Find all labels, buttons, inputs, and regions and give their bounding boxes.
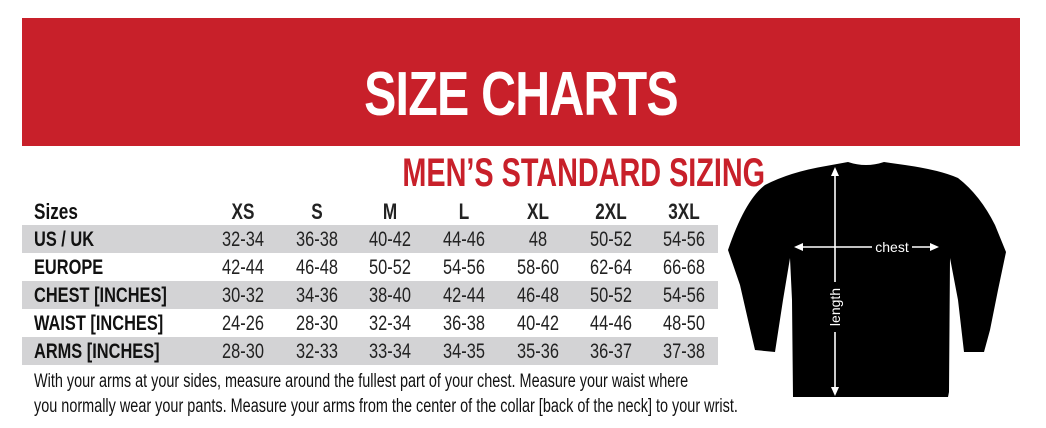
row-label: EUROPE <box>34 256 104 279</box>
table-row: ARMS [INCHES] 28-30 32-33 33-34 34-35 35-36 36… <box>22 337 718 365</box>
measurement-note-line-1: With your arms at your sides, measure ar… <box>34 371 689 392</box>
size-header-xl: XL <box>527 199 549 224</box>
table-cell: 48-50 <box>663 312 705 335</box>
table-cell: 34-35 <box>443 340 485 363</box>
table-cell: 54-56 <box>663 284 705 307</box>
table-cell: 62-64 <box>590 256 632 279</box>
table-cell: 44-46 <box>590 312 632 335</box>
length-arrow <box>831 167 839 396</box>
size-header-m: M <box>382 199 398 224</box>
table-cell: 42-44 <box>222 256 264 279</box>
table-row: EUROPE 42-44 46-48 50-52 54-56 58-60 62-64 66-6… <box>22 253 718 281</box>
table-cell: 24-26 <box>222 312 264 335</box>
measurement-note-line-2: you normally wear your pants. Measure yo… <box>34 396 738 417</box>
table-cell: 46-48 <box>296 256 338 279</box>
sweater-silhouette <box>728 162 1006 397</box>
table-cell: 38-40 <box>369 284 411 307</box>
table-row: WAIST [INCHES] 24-26 28-30 32-34 36-38 40-42 4… <box>22 309 718 337</box>
header-label: Sizes <box>34 199 78 224</box>
size-header-2xl: 2XL <box>595 199 627 224</box>
table-cell: 48 <box>528 228 548 251</box>
table-cell: 54-56 <box>443 256 485 279</box>
table-cell: 30-32 <box>222 284 264 307</box>
table-cell: 35-36 <box>517 340 559 363</box>
table-cell: 34-36 <box>296 284 338 307</box>
table-cell: 36-37 <box>590 340 632 363</box>
size-header-xs: XS <box>231 199 255 224</box>
size-header-l: L <box>458 199 470 224</box>
size-header-s: S <box>311 199 323 224</box>
table-cell: 32-34 <box>222 228 264 251</box>
table-cell: 66-68 <box>663 256 705 279</box>
table-cell: 33-34 <box>369 340 411 363</box>
table-cell: 36-38 <box>443 312 485 335</box>
row-label: US / UK <box>34 228 95 251</box>
table-cell: 42-44 <box>443 284 485 307</box>
chest-label: chest <box>875 239 909 255</box>
table-row: US / UK 32-34 36-38 40-42 44-46 48 50-52 54-56 <box>22 225 718 253</box>
table-cell: 44-46 <box>443 228 485 251</box>
length-label: length <box>827 288 843 326</box>
row-label: WAIST [INCHES] <box>34 312 164 335</box>
table-cell: 50-52 <box>590 228 632 251</box>
table-cell: 32-34 <box>369 312 411 335</box>
title-banner: SIZE CHARTS <box>22 18 1020 146</box>
table-cell: 50-52 <box>369 256 411 279</box>
table-cell: 28-30 <box>222 340 264 363</box>
page-title: SIZE CHARTS <box>364 60 679 129</box>
table-cell: 40-42 <box>517 312 559 335</box>
table-header-row: Sizes XS S M L XL 2XL 3XL <box>22 197 718 225</box>
table-cell: 58-60 <box>517 256 559 279</box>
table-row: CHEST [INCHES] 30-32 34-36 38-40 42-44 46-48 5… <box>22 281 718 309</box>
table-cell: 36-38 <box>296 228 338 251</box>
row-label: CHEST [INCHES] <box>34 284 167 307</box>
table-cell: 37-38 <box>663 340 705 363</box>
table-cell: 46-48 <box>517 284 559 307</box>
table-cell: 50-52 <box>590 284 632 307</box>
table-cell: 32-33 <box>296 340 338 363</box>
table-cell: 28-30 <box>296 312 338 335</box>
chest-arrow <box>794 243 939 251</box>
size-header-3xl: 3XL <box>668 199 700 224</box>
table-cell: 40-42 <box>369 228 411 251</box>
row-label: ARMS [INCHES] <box>34 340 160 363</box>
table-cell: 54-56 <box>663 228 705 251</box>
